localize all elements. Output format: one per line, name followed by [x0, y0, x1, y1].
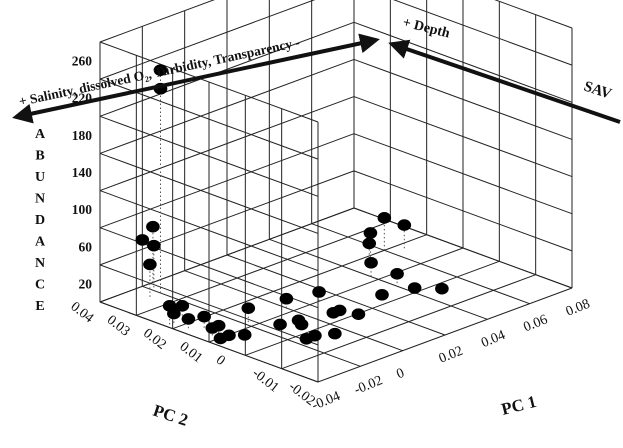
data-point — [279, 292, 294, 305]
data-point — [299, 332, 314, 345]
data-point — [135, 234, 150, 246]
data-point — [407, 282, 422, 294]
z-tick-label: 140 — [72, 165, 93, 180]
data-point — [362, 237, 377, 250]
data-point — [397, 219, 412, 231]
floor-grid-line — [136, 220, 391, 316]
wall-grid-line — [494, 0, 573, 29]
wall-grid-line — [99, 264, 319, 346]
data-point — [312, 286, 326, 298]
floor-grid-line — [281, 274, 536, 370]
salinity-annotation: + Salinity, dissolved O₂, Turbidity, Tra… — [18, 35, 302, 109]
z-axis-title-letter: A — [35, 235, 46, 250]
z-tick-label: 100 — [72, 202, 93, 217]
data-point — [146, 220, 160, 233]
depth-sav-arrow — [388, 39, 621, 124]
grid-layer — [99, 0, 573, 383]
data-point — [364, 256, 378, 269]
data-point — [328, 327, 342, 340]
z-tick-label: 180 — [72, 128, 93, 143]
data-point — [326, 306, 341, 319]
data-point — [213, 332, 228, 345]
data-point — [237, 329, 252, 341]
wall-grid-line — [353, 170, 573, 252]
data-point — [147, 239, 161, 252]
wall-grid-line — [393, 0, 573, 66]
x-tick-label: 0.04 — [479, 328, 507, 351]
x-tick-label: -0.04 — [310, 389, 343, 414]
x-tick-label: 0.08 — [564, 297, 592, 320]
z-tick-label: 20 — [79, 276, 93, 291]
data-point — [390, 268, 404, 280]
x-axis-title: PC 1 — [499, 392, 538, 419]
floor-grid-line — [245, 260, 500, 356]
y-tick-label: 0 — [213, 353, 228, 369]
wall-grid-line — [353, 96, 573, 178]
x-tick-label: -0.02 — [352, 373, 385, 398]
floor-grid-line — [317, 287, 573, 383]
x-tick-label: 0.06 — [522, 312, 550, 335]
wall-grid-line — [99, 133, 355, 229]
wall-grid-line — [99, 115, 319, 197]
wall-grid-line — [353, 207, 573, 289]
y-axis-title: PC 2 — [151, 401, 191, 430]
z-tick-label: 260 — [72, 54, 93, 69]
salinity-arrow — [12, 33, 380, 124]
y-tick-label: 0.04 — [68, 299, 97, 326]
z-axis-title-letter: N — [35, 256, 45, 271]
z-axis-title-letter: U — [35, 170, 45, 185]
z-axis-title-letter: E — [35, 299, 44, 314]
data-point — [377, 212, 392, 224]
points-layer — [135, 64, 449, 345]
wall-grid-line — [99, 190, 319, 272]
y-tick-label: 0.02 — [140, 326, 169, 353]
z-axis-title-letter: D — [35, 213, 45, 228]
data-point — [273, 318, 287, 331]
data-point — [294, 318, 309, 331]
y-tick-label: 0.01 — [177, 339, 206, 366]
data-point — [143, 258, 157, 271]
wall-grid-line — [353, 21, 573, 103]
data-point — [175, 300, 190, 312]
x-tick-label: 0 — [395, 366, 407, 383]
z-axis-title-letter: B — [35, 149, 44, 164]
z-axis-title-letter: C — [35, 278, 45, 293]
z-axis-title-letter: N — [35, 192, 45, 207]
data-point — [197, 310, 211, 323]
x-tick-label: 0.02 — [437, 344, 465, 367]
y-tick-label: -0.01 — [249, 366, 281, 396]
data-point — [162, 300, 177, 312]
data-point — [363, 227, 378, 239]
data-point — [205, 322, 220, 334]
wall-grid-line — [99, 152, 319, 234]
floor-grid-line — [208, 247, 464, 343]
y-tick-label: 0.03 — [104, 313, 133, 340]
z-axis-title-letter: A — [35, 127, 46, 142]
z-tick-label: 60 — [79, 239, 93, 254]
wall-grid-line — [99, 301, 319, 383]
data-point — [181, 313, 196, 325]
floor-grid-line — [172, 234, 427, 330]
wall-grid-line — [353, 133, 573, 215]
wall-grid-line — [353, 58, 573, 140]
data-point — [241, 302, 256, 314]
data-point — [351, 308, 366, 320]
sav-annotation: SAV — [582, 79, 614, 103]
wall-grid-line — [99, 0, 215, 43]
data-point — [375, 288, 389, 301]
data-point — [435, 282, 449, 295]
